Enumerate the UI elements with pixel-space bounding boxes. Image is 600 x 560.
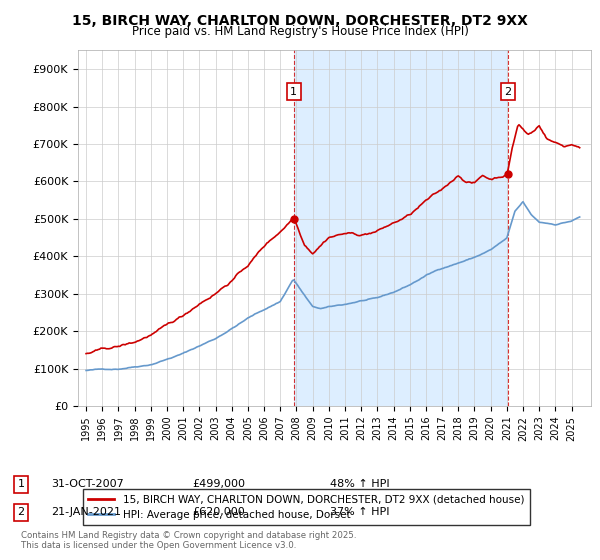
Text: 1: 1	[290, 87, 297, 96]
Text: £499,000: £499,000	[192, 479, 245, 489]
Text: Contains HM Land Registry data © Crown copyright and database right 2025.
This d: Contains HM Land Registry data © Crown c…	[21, 530, 356, 550]
Text: 31-OCT-2007: 31-OCT-2007	[51, 479, 124, 489]
Text: 37% ↑ HPI: 37% ↑ HPI	[330, 507, 389, 517]
Text: 2: 2	[17, 507, 25, 517]
Text: 48% ↑ HPI: 48% ↑ HPI	[330, 479, 389, 489]
Legend: 15, BIRCH WAY, CHARLTON DOWN, DORCHESTER, DT2 9XX (detached house), HPI: Average: 15, BIRCH WAY, CHARLTON DOWN, DORCHESTER…	[83, 489, 530, 525]
Text: 1: 1	[17, 479, 25, 489]
Text: 21-JAN-2021: 21-JAN-2021	[51, 507, 121, 517]
Text: £620,000: £620,000	[192, 507, 245, 517]
Bar	[294, 50, 508, 406]
Text: Price paid vs. HM Land Registry's House Price Index (HPI): Price paid vs. HM Land Registry's House …	[131, 25, 469, 38]
Text: 2: 2	[504, 87, 511, 96]
Text: 15, BIRCH WAY, CHARLTON DOWN, DORCHESTER, DT2 9XX: 15, BIRCH WAY, CHARLTON DOWN, DORCHESTER…	[72, 14, 528, 28]
